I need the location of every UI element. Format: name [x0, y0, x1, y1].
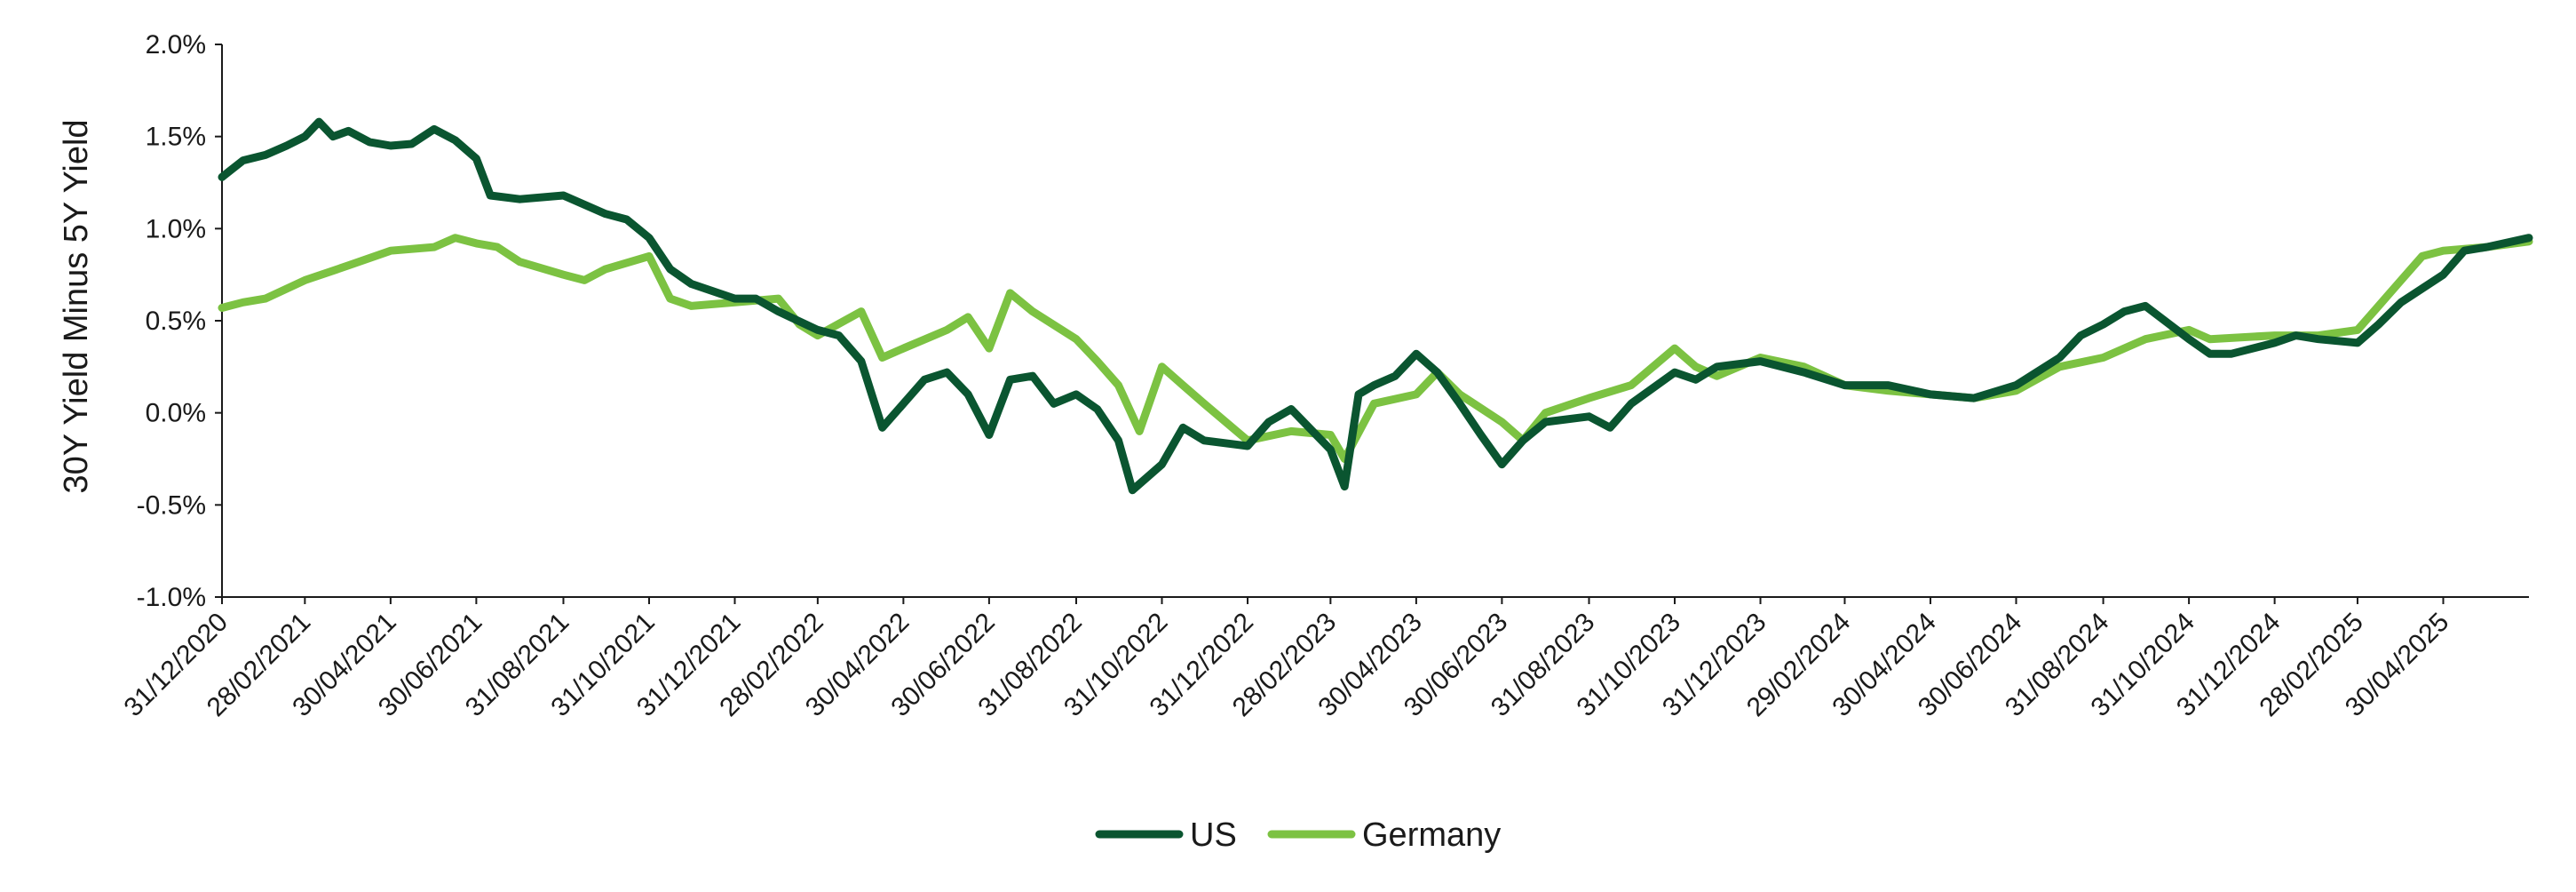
y-tick-label: 2.0%	[146, 30, 206, 60]
legend-label-germany: Germany	[1362, 816, 1501, 854]
legend: US Germany	[1095, 816, 1501, 854]
legend-label-us: US	[1190, 816, 1237, 854]
y-axis-label: 30Y Yield Minus 5Y Yield	[58, 119, 95, 493]
x-axis-ticks: 31/12/202028/02/202130/04/202130/06/2021…	[118, 597, 2454, 722]
y-tick-label: 0.5%	[146, 307, 206, 336]
series-line-us	[218, 117, 2533, 495]
y-tick-label: 1.0%	[146, 214, 206, 243]
y-tick-label: 0.0%	[146, 399, 206, 428]
y-axis-ticks: -1.0% -0.5% 0.0% 0.5% 1.0% 1.5% 2.0%	[137, 30, 222, 612]
y-tick-label: -1.0%	[137, 583, 206, 612]
y-tick-label: -0.5%	[137, 490, 206, 520]
series-line-germany	[218, 234, 2533, 463]
series-lines	[218, 117, 2533, 495]
y-tick-label: 1.5%	[146, 123, 206, 152]
